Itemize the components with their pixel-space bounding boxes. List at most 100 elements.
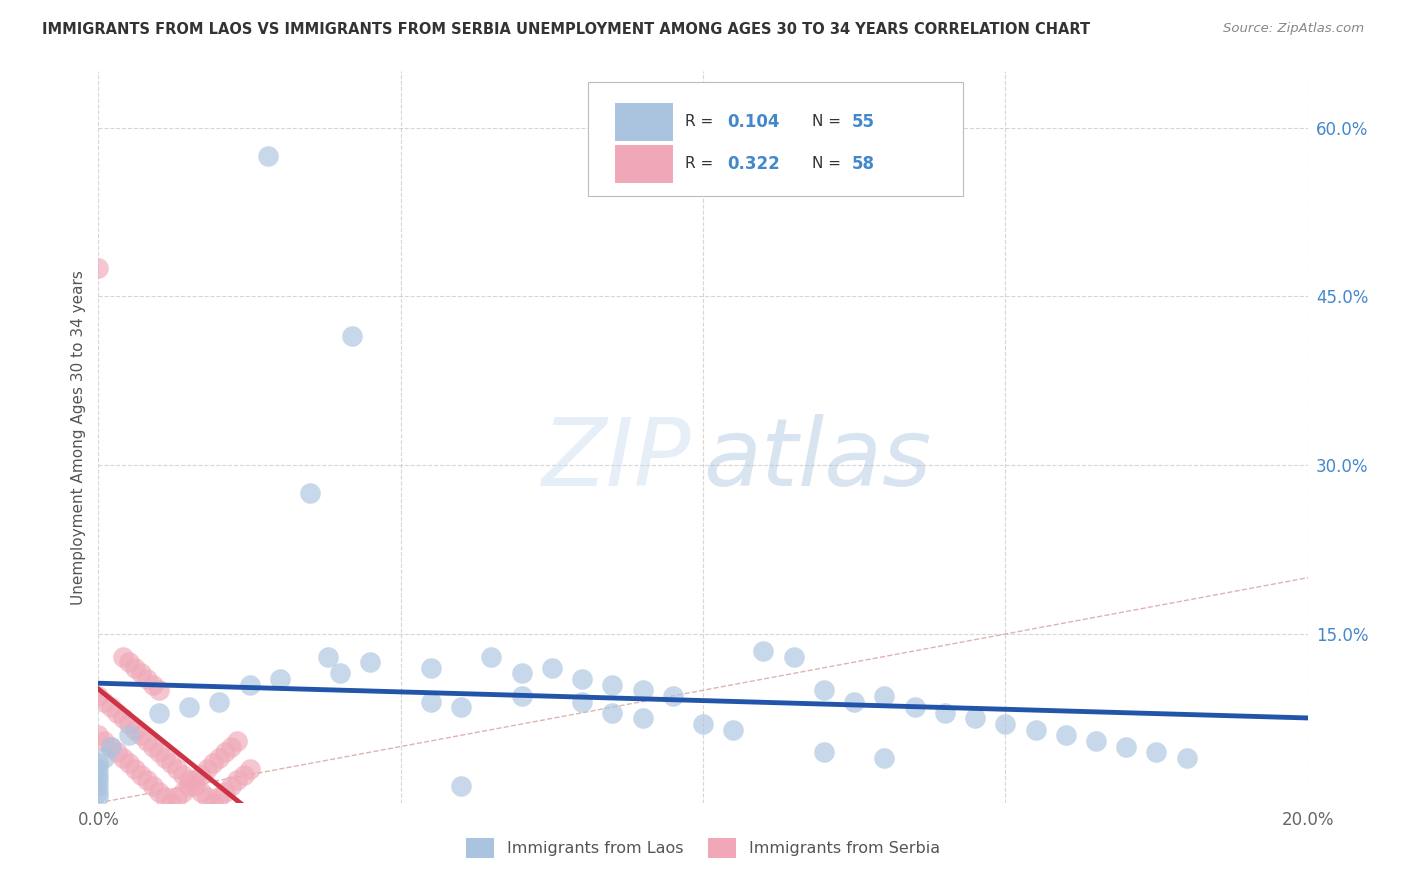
Point [873, 751, 896, 765]
Point [184, 779, 207, 793]
Point [111, 711, 134, 725]
Point [172, 784, 194, 798]
Point [316, 649, 339, 664]
Point [1054, 728, 1077, 742]
Point [221, 739, 243, 754]
Point [118, 655, 141, 669]
Point [602, 706, 624, 720]
Legend: Immigrants from Laos, Immigrants from Serbia: Immigrants from Laos, Immigrants from Se… [460, 832, 946, 864]
Point [450, 700, 472, 714]
Point [135, 773, 157, 788]
Text: ZIP: ZIP [541, 414, 690, 505]
Point [87, 784, 110, 798]
Point [153, 790, 176, 805]
Point [129, 767, 152, 781]
Point [571, 694, 593, 708]
Point [481, 649, 503, 664]
Point [510, 689, 533, 703]
Point [360, 655, 382, 669]
Point [179, 773, 201, 788]
Point [87, 773, 110, 788]
Point [256, 149, 278, 163]
Point [100, 739, 122, 754]
Point [172, 767, 194, 781]
Point [118, 756, 141, 771]
Point [184, 773, 207, 788]
Point [783, 649, 806, 664]
Point [342, 328, 364, 343]
Point [148, 784, 170, 798]
Point [100, 739, 122, 754]
Point [723, 723, 745, 737]
Point [214, 784, 236, 798]
Point [1144, 745, 1167, 759]
Point [226, 773, 249, 788]
Point [934, 706, 956, 720]
Point [232, 767, 254, 781]
Point [87, 728, 110, 742]
Text: N =: N = [811, 114, 845, 129]
Point [329, 666, 352, 681]
Point [179, 779, 201, 793]
Point [160, 756, 183, 771]
Point [1024, 723, 1046, 737]
Point [148, 683, 170, 698]
Point [239, 678, 262, 692]
Point [752, 644, 775, 658]
Point [135, 672, 157, 686]
Text: R =: R = [685, 114, 718, 129]
Point [269, 672, 291, 686]
Point [142, 739, 165, 754]
Point [87, 689, 110, 703]
Point [420, 694, 443, 708]
Point [135, 734, 157, 748]
Text: 55: 55 [852, 112, 875, 131]
Point [540, 661, 562, 675]
Point [118, 717, 141, 731]
Point [160, 796, 183, 810]
Point [226, 734, 249, 748]
Text: 58: 58 [852, 154, 875, 173]
Y-axis label: Unemployment Among Ages 30 to 34 years: Unemployment Among Ages 30 to 34 years [72, 269, 87, 605]
Point [142, 678, 165, 692]
Point [179, 700, 201, 714]
Point [124, 762, 146, 776]
Point [129, 666, 152, 681]
Point [450, 779, 472, 793]
Point [153, 751, 176, 765]
Point [111, 751, 134, 765]
Text: Source: ZipAtlas.com: Source: ZipAtlas.com [1223, 22, 1364, 36]
Text: R =: R = [685, 156, 718, 171]
Point [87, 790, 110, 805]
Point [100, 700, 122, 714]
Point [87, 762, 110, 776]
Point [93, 694, 115, 708]
Point [1175, 751, 1198, 765]
Point [118, 728, 141, 742]
Point [190, 784, 212, 798]
Point [965, 711, 987, 725]
Point [93, 734, 115, 748]
Point [105, 745, 128, 759]
Point [124, 661, 146, 675]
Text: N =: N = [811, 156, 845, 171]
FancyBboxPatch shape [614, 103, 672, 141]
Point [631, 711, 654, 725]
Point [87, 261, 110, 276]
Point [813, 745, 835, 759]
Point [208, 790, 231, 805]
Point [844, 694, 866, 708]
Point [631, 683, 654, 698]
Point [105, 706, 128, 720]
Point [142, 779, 165, 793]
Point [873, 689, 896, 703]
Point [124, 723, 146, 737]
Point [93, 751, 115, 765]
Point [195, 762, 218, 776]
Point [692, 717, 714, 731]
FancyBboxPatch shape [588, 82, 963, 195]
Point [510, 666, 533, 681]
Point [602, 678, 624, 692]
Point [994, 717, 1017, 731]
Point [239, 762, 262, 776]
